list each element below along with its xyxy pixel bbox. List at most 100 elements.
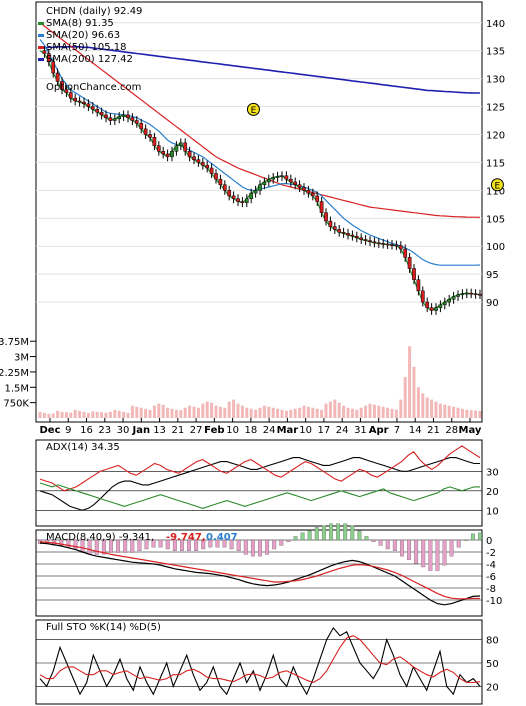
volume-bar — [42, 412, 46, 418]
macd-histogram-bar — [130, 539, 135, 553]
candle-body — [288, 178, 293, 183]
x-tick-label: 24 — [263, 425, 276, 436]
price-y-tick-label: 95 — [486, 270, 499, 281]
sto-y-tick-label: 20 — [486, 682, 499, 693]
x-tick-label: 28 — [445, 425, 458, 436]
volume-bar — [95, 411, 99, 418]
volume-bar — [324, 403, 328, 418]
adx-series-line — [39, 445, 481, 492]
candle-body — [73, 97, 78, 102]
price-candles — [42, 46, 482, 315]
candle-body — [306, 190, 311, 194]
volume-bar — [201, 403, 205, 418]
volume-bar — [443, 404, 447, 418]
volume-bar — [381, 406, 385, 418]
candle-body — [174, 145, 179, 152]
candle-body — [390, 244, 394, 246]
candle-body — [227, 190, 232, 197]
candle-body — [284, 175, 289, 180]
candle-body — [442, 301, 447, 306]
candle-body — [376, 242, 381, 245]
volume-bar — [249, 408, 253, 418]
candle-body — [354, 235, 359, 239]
candle-body — [236, 198, 240, 202]
volume-y-tick-label: 3M — [14, 353, 29, 364]
volume-bar — [104, 412, 108, 418]
candle-body — [143, 128, 148, 135]
sto-lines — [39, 626, 481, 696]
candle-body — [51, 61, 56, 74]
x-tick-label: 17 — [318, 425, 331, 436]
candle-body — [262, 181, 267, 186]
macd-histogram-bar — [144, 539, 149, 550]
candle-body — [266, 178, 271, 183]
volume-bar — [64, 412, 68, 418]
x-tick-label: 30 — [117, 425, 130, 436]
macd-histogram-bar — [478, 532, 482, 541]
macd-histogram-bar — [208, 539, 213, 548]
macd-histogram-bar — [194, 539, 199, 551]
candle-body — [363, 239, 368, 241]
x-tick-label: 24 — [336, 425, 349, 436]
candle-body — [77, 100, 82, 103]
volume-bar — [192, 406, 196, 418]
volume-bar — [179, 410, 183, 418]
legend-swatch — [38, 46, 44, 49]
x-tick-label: Feb — [204, 425, 224, 436]
earnings-markers: EE — [246, 102, 504, 192]
price-y-tick-label: 120 — [486, 130, 505, 141]
candle-body — [209, 167, 214, 174]
price-y-tick-label: 115 — [486, 158, 505, 169]
volume-bar — [91, 411, 95, 418]
candle-body — [346, 233, 350, 236]
sto-y-tick-label: 80 — [486, 636, 499, 647]
candle-body — [90, 106, 95, 110]
sto-panel: 80 50 20 Full STO %K(14) %D(5) — [35, 619, 499, 705]
earnings-marker-circle — [490, 178, 504, 192]
candle-body — [460, 293, 465, 296]
macd-histogram-bar — [456, 539, 461, 548]
macd-title: MACD(8,40,9) -9.341, — [46, 532, 154, 543]
x-tick-label: Apr — [369, 425, 389, 436]
volume-bar — [126, 412, 130, 418]
volume-bar — [258, 407, 262, 418]
volume-bar — [205, 401, 209, 418]
volume-bar — [465, 409, 469, 418]
adx-panel: 30 20 10 ADX(14) 34.35 — [35, 439, 499, 527]
macd-histogram-bar — [378, 539, 383, 546]
volume-bar — [56, 410, 60, 418]
macd-histogram-bar — [293, 536, 298, 541]
candle-body — [368, 240, 372, 242]
candle-body — [126, 114, 130, 118]
candle-body — [108, 117, 113, 121]
macd-histogram-bar — [243, 539, 248, 555]
candle-body — [359, 237, 364, 240]
candle-body — [394, 244, 399, 247]
x-tick-label: 10 — [226, 425, 239, 436]
macd-histogram-bar — [94, 539, 99, 555]
volume-bar — [262, 405, 266, 418]
x-tick-label: 31 — [354, 425, 367, 436]
macd-histogram-bar — [250, 539, 255, 557]
volume-bar — [289, 409, 293, 418]
volume-y-tick-label: 1.5M — [4, 383, 29, 394]
volume-y-tick-label: 3.75M — [0, 337, 29, 348]
adx-y-tick-label: 30 — [486, 467, 499, 478]
candle-body — [192, 156, 196, 160]
volume-bar — [183, 407, 187, 418]
x-tick-label: 13 — [153, 425, 166, 436]
macd-histogram-bar — [399, 539, 404, 557]
candle-body — [416, 279, 421, 292]
candle-body — [372, 241, 377, 244]
volume-bar — [320, 409, 324, 418]
candle-body — [187, 150, 192, 158]
candle-body — [350, 234, 355, 237]
price-y-tick-label: 100 — [486, 242, 505, 253]
x-tick-label: 18 — [245, 425, 258, 436]
x-tick-label: 7 — [394, 425, 400, 436]
macd-histogram-bar — [407, 539, 411, 560]
volume-bar — [73, 409, 77, 418]
candle-body — [134, 120, 139, 124]
macd-histogram-bar — [236, 539, 241, 551]
legend-label: SMA(50) 105.18 — [46, 42, 127, 53]
